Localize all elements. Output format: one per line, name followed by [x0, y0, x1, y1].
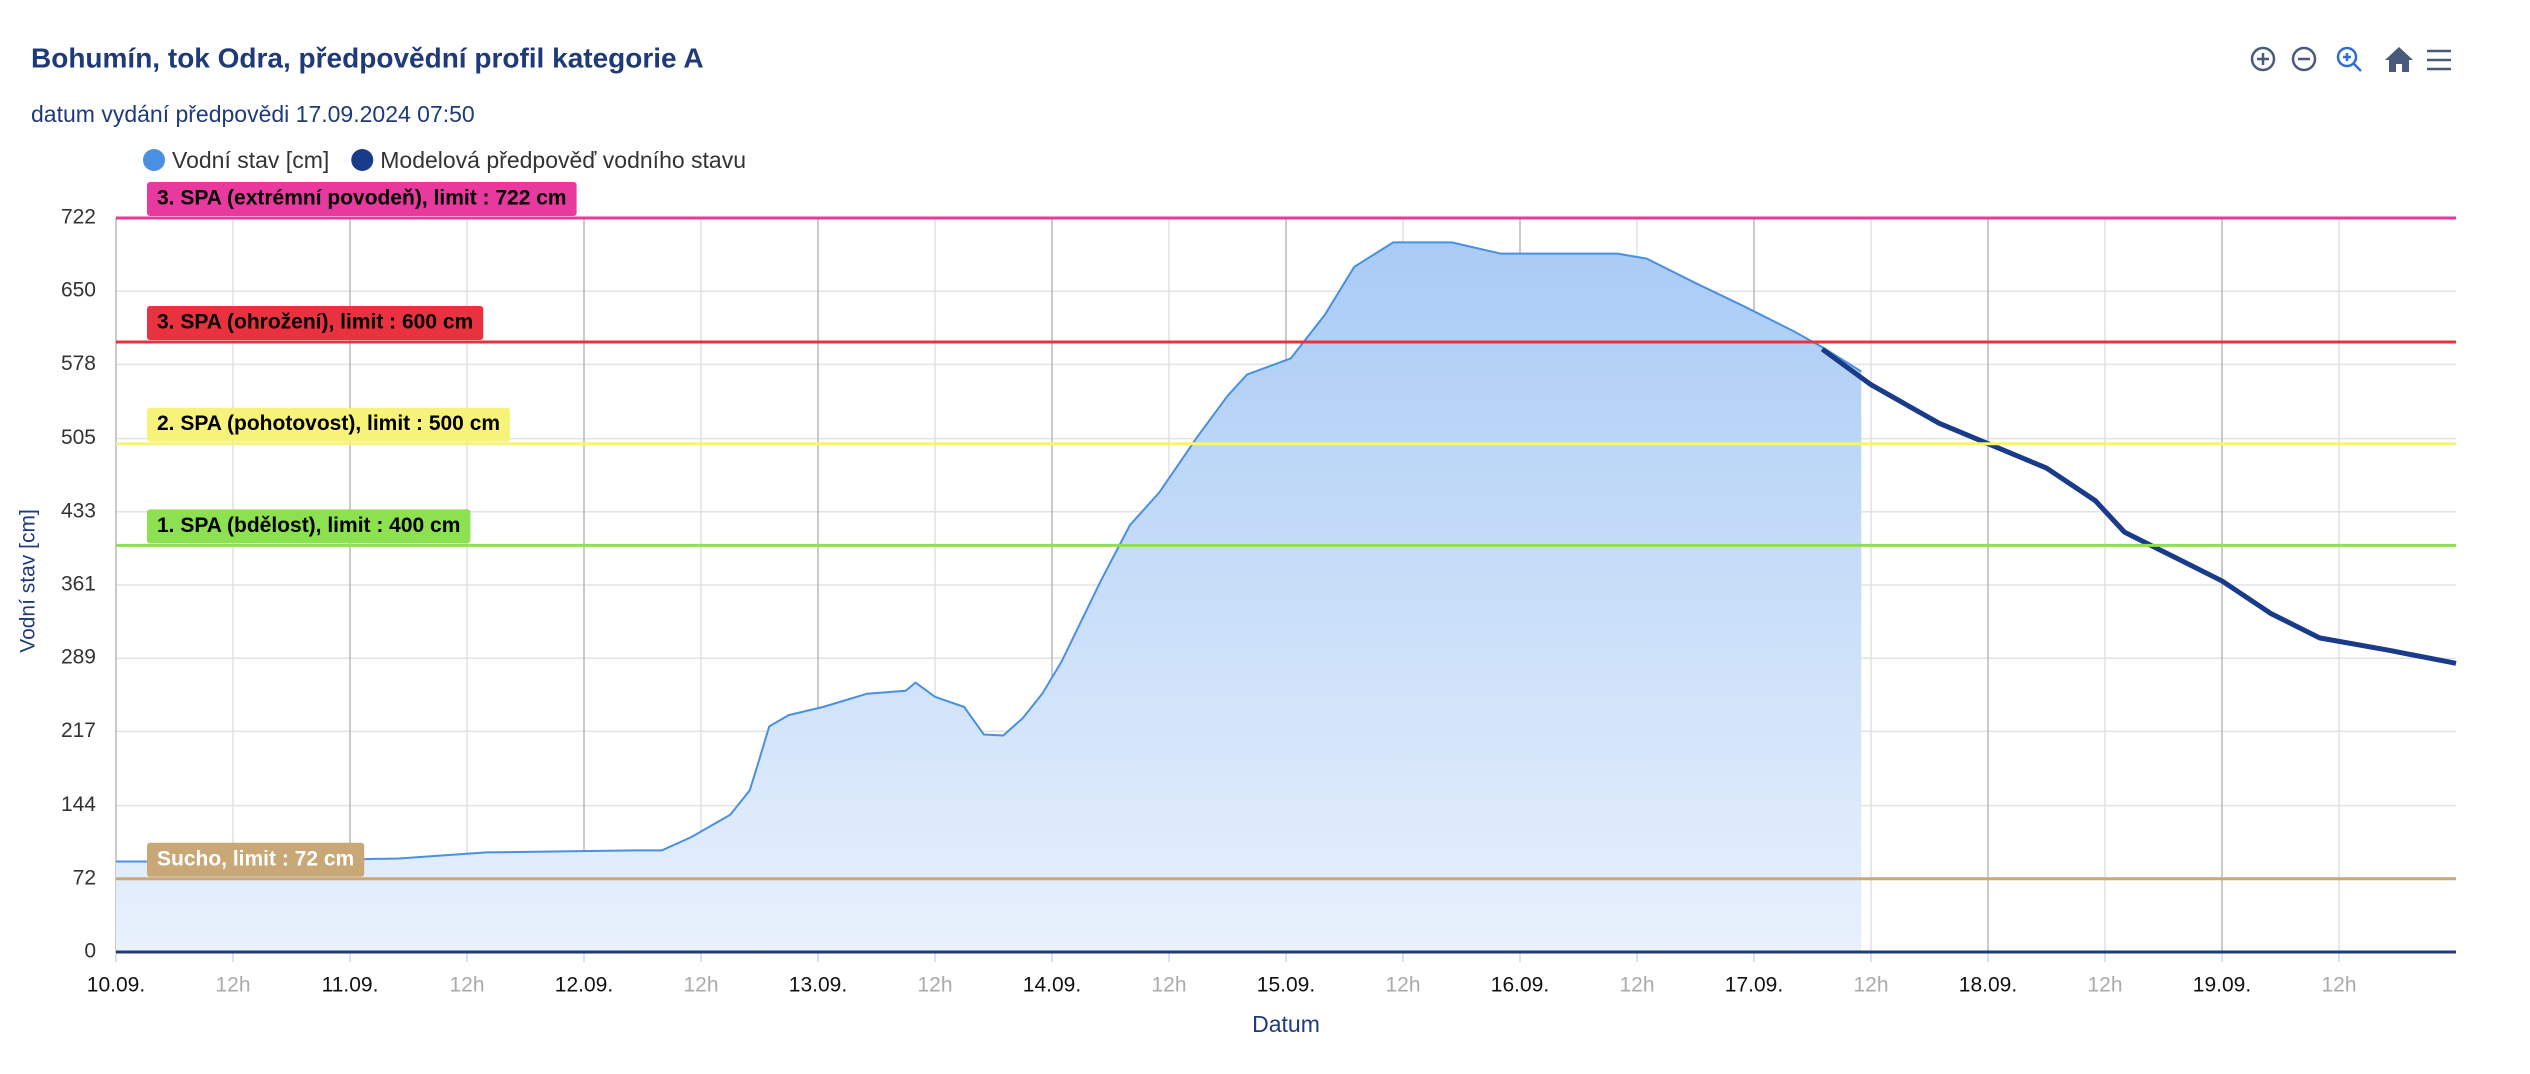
x-tick-label: 19.09. [2193, 974, 2251, 997]
limit-label-box [147, 842, 365, 877]
y-tick-label: 289 [61, 646, 96, 669]
x-tick-label: 12h [1853, 974, 1888, 997]
limit-label-box [147, 182, 577, 216]
x-tick-label: 11.09. [322, 974, 379, 997]
x-tick-label: 15.09. [1257, 974, 1315, 997]
y-tick-label: 433 [61, 499, 96, 522]
x-tick-label: 13.09. [789, 974, 847, 997]
y-tick-label: 361 [61, 573, 96, 596]
x-tick-label: 12h [1385, 974, 1420, 997]
x-tick-label: 12h [1619, 974, 1654, 997]
menu-button[interactable] [2427, 49, 2451, 71]
home-button[interactable] [2385, 47, 2413, 72]
y-tick-label: 505 [61, 426, 96, 449]
toolbar[interactable] [2250, 46, 2451, 72]
limit-label: 1. SPA (bdělost), limit : 400 cm [157, 514, 460, 537]
x-tick-label: 12h [449, 974, 484, 997]
zoom-button[interactable] [2336, 46, 2362, 72]
legend-marker [143, 149, 165, 171]
x-axis-title: Datum [1252, 1011, 1320, 1037]
x-tick-label: 17.09. [1725, 974, 1783, 997]
limit-label: 3. SPA (ohrožení), limit : 600 cm [157, 311, 473, 334]
chart-subtitle: datum vydání předpovědi 17.09.2024 07:50 [31, 101, 475, 127]
limit-label: Sucho, limit : 72 cm [157, 847, 354, 870]
limit-label: 2. SPA (pohotovost), limit : 500 cm [157, 412, 500, 435]
y-axis-title: Vodní stav [cm] [17, 509, 40, 653]
x-tick-label: 14.09. [1023, 974, 1081, 997]
x-tick-label: 12h [683, 974, 718, 997]
y-tick-label: 0 [84, 940, 96, 963]
zoom-out-button[interactable] [2291, 46, 2317, 72]
legend-label: Vodní stav [cm] [172, 147, 329, 173]
y-tick-label: 578 [61, 352, 96, 375]
series-line [116, 241, 1862, 863]
x-tick-label: 12h [215, 974, 250, 997]
chart-title: Bohumín, tok Odra, předpovědní profil ka… [31, 42, 704, 73]
y-tick-label: 144 [61, 793, 96, 816]
zoom-in-button[interactable] [2250, 46, 2276, 72]
legend-marker [351, 149, 374, 171]
series-line [1820, 347, 2457, 666]
x-tick-label: 12.09. [555, 974, 613, 997]
limit-label: 3. SPA (extrémní povodeň), limit : 722 c… [157, 187, 567, 210]
x-tick-label: 18.09. [1959, 974, 2017, 997]
legend-label: Modelová předpověď vodního stavu [380, 147, 746, 173]
x-tick-label: 12h [917, 974, 952, 997]
y-tick-label: 650 [61, 279, 96, 302]
limit-label-box [147, 306, 484, 341]
limit-label-box [147, 407, 511, 442]
y-tick-label: 72 [73, 866, 96, 889]
y-tick-label: 722 [61, 206, 96, 229]
x-tick-label: 12h [2321, 974, 2356, 997]
x-tick-label: 12h [2087, 974, 2122, 997]
x-tick-label: 10.09. [87, 974, 145, 997]
x-tick-label: 16.09. [1491, 974, 1549, 997]
y-tick-label: 217 [61, 719, 96, 742]
area [116, 242, 1862, 952]
limit-label-box [147, 509, 471, 544]
x-tick-label: 12h [1151, 974, 1186, 997]
